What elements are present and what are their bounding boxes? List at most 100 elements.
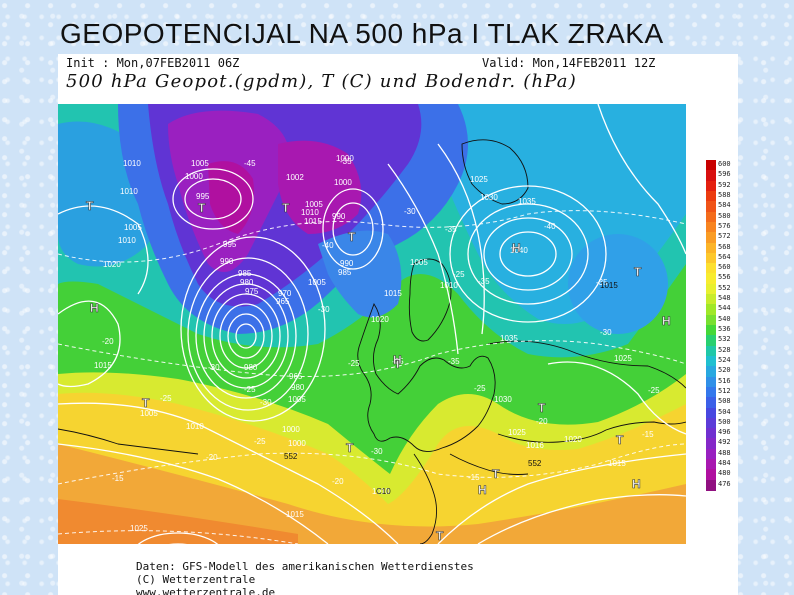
pressure-label: 1025	[130, 524, 148, 533]
pressure-label: 1000	[288, 439, 306, 448]
legend-value: 584	[718, 201, 731, 210]
isobar-low-8	[180, 236, 326, 422]
isobar-e	[547, 361, 686, 435]
pressure-label: 995	[196, 192, 210, 201]
high-pressure-marker: H	[632, 477, 641, 491]
geopotential-map: 1010 1005 1000 1000 1002 1000 995 1005 1010 1015 9…	[58, 104, 686, 544]
low-pressure-marker: T	[86, 199, 94, 213]
legend-swatch	[706, 428, 716, 439]
isobar-low-n1	[322, 188, 384, 270]
isobar-high-2	[483, 217, 573, 291]
temperature-label: -25	[348, 359, 360, 368]
legend-value: 480	[718, 469, 731, 478]
legend-swatch	[706, 479, 716, 491]
legend-value: 600	[718, 160, 731, 168]
isobar-low-4	[219, 303, 273, 369]
isobar-n-2	[437, 143, 485, 335]
height-label: C10	[376, 487, 391, 496]
legend-swatch	[706, 469, 716, 481]
temperature-label: -25	[474, 384, 486, 393]
isobar-high-3	[499, 231, 557, 277]
temperature-label: -25	[453, 270, 465, 279]
temperature-label: -30	[318, 305, 330, 314]
isobar-low-n2	[332, 202, 374, 256]
legend-value: 536	[718, 325, 731, 333]
pressure-label: 1002	[286, 173, 304, 182]
low-pressure-marker: T	[538, 401, 546, 415]
height-label: 552	[284, 452, 298, 461]
temperature-label: -40	[322, 241, 334, 250]
map-header: Init : Mon,07FEB2011 06Z Valid: Mon,14FE…	[66, 56, 716, 70]
high-pressure-marker: H	[662, 314, 671, 328]
isotherm-15	[58, 443, 686, 485]
legend-swatch	[706, 211, 716, 223]
coastline-blacksea	[497, 421, 686, 443]
map-labels: 1010 100510001000100210009951005101010159…	[86, 154, 671, 544]
pressure-label: 1015	[304, 217, 322, 226]
isobar-sw-2	[58, 443, 329, 544]
field-blue-east	[568, 234, 668, 334]
legend-swatch	[706, 407, 716, 419]
low-pressure-marker: T	[436, 529, 444, 543]
legend-value: 516	[718, 376, 731, 385]
temperature-label: -25	[244, 385, 256, 394]
legend-value: 588	[718, 190, 731, 199]
low-pressure-marker: T	[198, 201, 206, 215]
height-label: 552	[528, 459, 542, 468]
legend-value: 544	[718, 304, 731, 313]
legend-value: 568	[718, 242, 731, 251]
high-pressure-marker: H	[393, 353, 402, 367]
pressure-label: 1030	[494, 395, 512, 404]
pressure-label: 995	[223, 240, 237, 249]
footer-line-copyright: (C) Wetterzentrale	[136, 573, 256, 586]
coastline-scandinavia	[408, 258, 452, 342]
coastline-atlantic	[58, 428, 199, 455]
pressure-label: 980	[291, 383, 305, 392]
pressure-label: 1010	[120, 187, 138, 196]
isotherm-25	[58, 340, 686, 377]
isobar-high-4	[449, 185, 607, 323]
init-time-label: Init : Mon,07FEB2011 06Z	[66, 56, 240, 70]
isobar-low-6	[235, 323, 257, 349]
temperature-label: -15	[112, 474, 124, 483]
pressure-label: 1000	[282, 425, 300, 434]
pressure-label: 1035	[518, 197, 536, 206]
isobars	[58, 104, 686, 544]
pressure-label: 980	[240, 278, 254, 287]
legend-value: 504	[718, 407, 731, 416]
pressure-label: 965	[289, 372, 303, 381]
isobar-low-5	[227, 313, 265, 359]
legend-swatch	[706, 232, 716, 243]
pressure-label: 1015	[94, 361, 112, 370]
legend-swatch	[706, 376, 716, 388]
legend-swatch	[706, 283, 716, 295]
pressure-label: 1000	[336, 154, 354, 163]
low-pressure-marker: T	[346, 441, 354, 455]
pressure-label: 1010	[372, 487, 390, 496]
pressure-label: 970	[278, 289, 292, 298]
legend-value: 496	[718, 428, 731, 437]
pressure-label: 1010	[186, 422, 204, 431]
isobar-high-sw-1	[137, 532, 219, 544]
legend-swatch	[706, 459, 716, 470]
legend-value: 532	[718, 335, 731, 344]
legend-value: 548	[718, 294, 731, 303]
legend-value: 572	[718, 232, 731, 241]
temperature-label: -30	[260, 398, 272, 407]
temperature-label: -25	[160, 394, 172, 403]
pressure-label: 1016	[526, 441, 544, 450]
isobar-n-1	[387, 163, 459, 355]
pressure-label: 990	[220, 257, 234, 266]
isobar-west	[58, 300, 121, 388]
pressure-label: 1005	[191, 159, 209, 168]
pressure-label: 1025	[508, 428, 526, 437]
legend-swatch	[706, 417, 716, 429]
legend-value: 488	[718, 448, 731, 457]
low-pressure-marker: T	[348, 230, 356, 244]
coastline-east	[487, 340, 686, 389]
temperature-label: -45	[244, 159, 256, 168]
slide-title: GEOPOTENCIJAL NA 500 hPa I TLAK ZRAKA	[60, 18, 664, 49]
field-blue-tongue	[318, 230, 402, 318]
legend-value: 576	[718, 221, 731, 230]
legend-swatch	[706, 221, 716, 233]
